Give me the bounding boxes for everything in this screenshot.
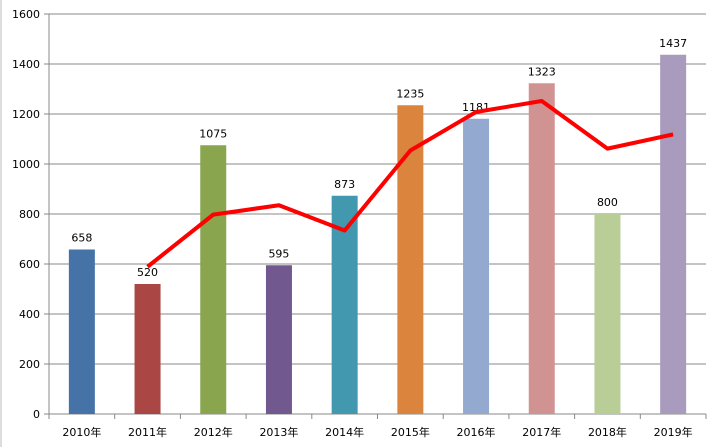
bar-2011年	[134, 284, 161, 414]
y-tick-label: 200	[19, 358, 40, 371]
x-tick-label: 2016年	[457, 425, 496, 439]
y-tick-label: 1000	[12, 158, 40, 171]
y-tick-label: 1600	[12, 8, 40, 21]
x-tick-label: 2012年	[194, 425, 233, 439]
bar-2015年	[397, 105, 424, 414]
y-tick-label: 1400	[12, 58, 40, 71]
x-tick-label: 2018年	[588, 425, 627, 439]
data-label: 520	[137, 266, 158, 279]
y-tick-label: 1200	[12, 108, 40, 121]
y-tick-label: 600	[19, 258, 40, 271]
data-label: 1235	[396, 87, 424, 100]
data-label: 1437	[659, 37, 687, 50]
x-tick-label: 2011年	[128, 425, 167, 439]
bar-2012年	[200, 145, 227, 414]
x-tick-label: 2017年	[522, 425, 561, 439]
x-tick-label: 2013年	[259, 425, 298, 439]
bar-2018年	[594, 214, 621, 414]
y-tick-label: 0	[33, 408, 40, 421]
bar-2019年	[660, 54, 687, 414]
data-label: 1075	[199, 127, 227, 140]
data-label: 873	[334, 178, 355, 191]
data-label: 595	[268, 247, 289, 260]
x-tick-label: 2015年	[391, 425, 430, 439]
x-tick-label: 2019年	[654, 425, 693, 439]
bar-2013年	[265, 265, 292, 414]
bar-2016年	[463, 118, 490, 414]
x-tick-label: 2010年	[62, 425, 101, 439]
x-tick-label: 2014年	[325, 425, 364, 439]
data-label: 658	[71, 232, 92, 245]
bar-2017年	[528, 83, 555, 414]
data-label: 1323	[528, 65, 556, 78]
y-tick-label: 800	[19, 208, 40, 221]
data-label: 800	[597, 196, 618, 209]
y-tick-label: 400	[19, 308, 40, 321]
bar-2010年	[68, 249, 95, 414]
